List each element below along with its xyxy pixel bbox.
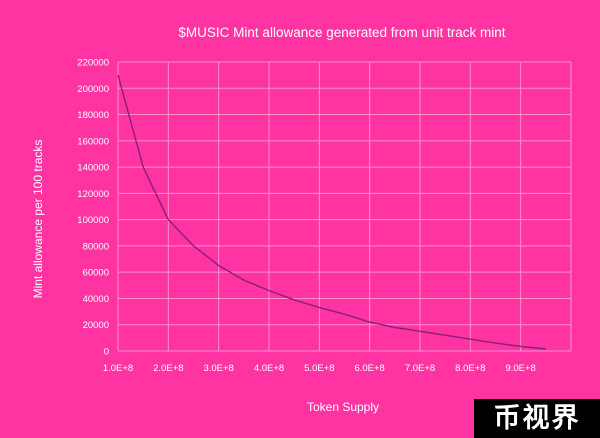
y-tick-label: 20000 (83, 320, 109, 331)
y-tick-label: 0 (104, 347, 109, 358)
y-tick-label: 100000 (77, 215, 109, 226)
y-tick-label: 140000 (77, 163, 109, 174)
x-tick-label: 3.0E+8 (203, 363, 233, 374)
y-axis-label: Mint allowance per 100 tracks (31, 140, 45, 299)
chart-title: $MUSIC Mint allowance generated from uni… (178, 25, 505, 40)
y-tick-label: 200000 (77, 84, 109, 95)
series-line (117, 74, 546, 350)
y-tick-label: 60000 (83, 268, 109, 279)
x-tick-label: 5.0E+8 (304, 363, 334, 374)
grid (117, 61, 572, 352)
x-tick-label: 6.0E+8 (354, 363, 384, 374)
x-tick-label: 9.0E+8 (505, 363, 535, 374)
y-axis-ticks: 0 20000 40000 60000 80000 100000 120000 140000 1… (77, 58, 109, 358)
y-tick-label: 120000 (77, 189, 109, 200)
y-tick-label: 220000 (77, 58, 109, 69)
x-tick-label: 8.0E+8 (455, 363, 485, 374)
y-tick-label: 80000 (83, 241, 109, 252)
y-tick-label: 40000 (83, 294, 109, 305)
x-tick-label: 4.0E+8 (254, 363, 284, 374)
y-tick-label: 160000 (77, 136, 109, 147)
watermark-logo: 币视界 (474, 399, 600, 438)
x-axis-ticks: 1.0E+8 2.0E+8 3.0E+8 4.0E+8 5.0E+8 6.0E+8 7.0E… (103, 363, 536, 374)
x-tick-label: 2.0E+8 (153, 363, 183, 374)
x-tick-label: 1.0E+8 (103, 363, 133, 374)
y-tick-label: 180000 (77, 110, 109, 121)
x-axis-label: Token Supply (307, 400, 379, 414)
x-tick-label: 7.0E+8 (405, 363, 435, 374)
